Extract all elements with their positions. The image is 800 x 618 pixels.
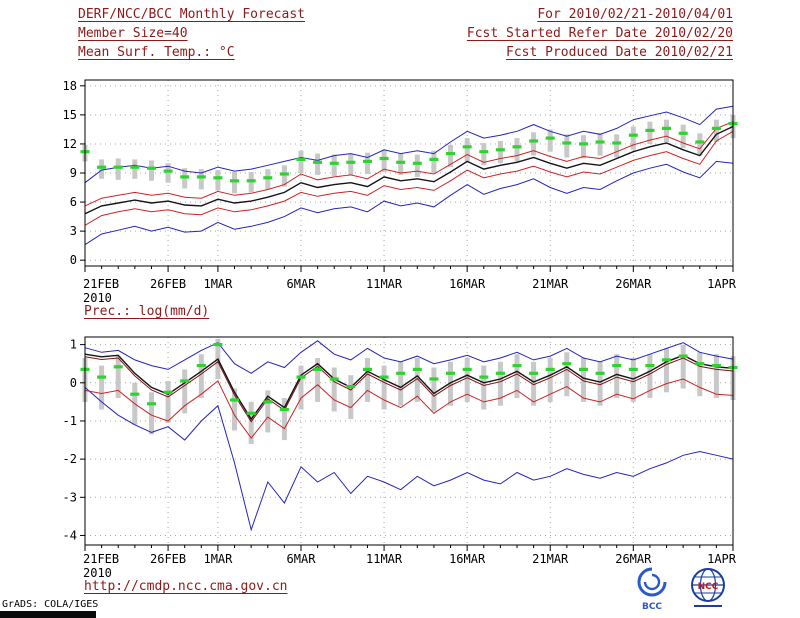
- series-ensemble-min: [84, 387, 734, 532]
- svg-text:-2: -2: [63, 452, 77, 466]
- svg-text:2010: 2010: [83, 566, 112, 580]
- ncc-logo: NCC: [691, 568, 725, 607]
- svg-text:12: 12: [63, 137, 77, 151]
- svg-text:0: 0: [70, 253, 77, 267]
- svg-text:21MAR: 21MAR: [532, 552, 569, 566]
- series-median: [84, 356, 734, 423]
- svg-text:1APR: 1APR: [707, 552, 737, 566]
- series-ensemble-max: [84, 340, 734, 374]
- svg-text:1: 1: [70, 338, 77, 352]
- refer-date-label: Fcst Started Refer Date 2010/02/20: [466, 26, 733, 41]
- svg-text:11MAR: 11MAR: [366, 277, 403, 291]
- series-ensemble-spread: [82, 338, 736, 444]
- svg-text:1MAR: 1MAR: [203, 552, 233, 566]
- plot-title: DERF/NCC/BCC Monthly Forecast: [78, 7, 305, 22]
- temp-chart-label: Mean Surf. Temp.: °C: [78, 45, 235, 60]
- svg-text:1MAR: 1MAR: [203, 277, 233, 291]
- bcc-logo: BCC: [637, 567, 667, 612]
- series-ensemble-min: [84, 160, 734, 246]
- svg-text:21FEB: 21FEB: [83, 552, 119, 566]
- svg-text:15: 15: [63, 108, 77, 122]
- header-right: For 2010/02/21-2010/04/01 Fcst Started R…: [467, 5, 733, 62]
- svg-text:18: 18: [63, 79, 77, 93]
- series-mean: [84, 353, 734, 421]
- series-minus-std: [84, 378, 734, 439]
- series-plus-std: [84, 121, 734, 207]
- gridlines: [85, 337, 733, 545]
- forecast-range-label: For 2010/02/21-2010/04/01: [537, 7, 733, 22]
- svg-text:26FEB: 26FEB: [150, 552, 186, 566]
- ncc-logo-text: NCC: [698, 582, 719, 592]
- header-left: DERF/NCC/BCC Monthly Forecast Member Siz…: [78, 5, 305, 62]
- svg-text:-4: -4: [63, 528, 77, 542]
- svg-text:21FEB: 21FEB: [83, 277, 119, 291]
- svg-text:11MAR: 11MAR: [366, 552, 403, 566]
- series-observation: [80, 343, 738, 415]
- gridlines: [85, 80, 733, 266]
- precip-chart-label: Prec.: log(mm/d): [84, 304, 210, 319]
- source-url: http://cmdp.ncc.cma.gov.cn: [84, 579, 288, 594]
- produced-date-label: Fcst Produced Date 2010/02/21: [506, 45, 733, 60]
- temperature-chart: 0 3 6 9 12 15 18 21FEB 26FEB 1MAR 6MAR 11MAR 16MAR 21…: [63, 79, 738, 305]
- svg-text:16MAR: 16MAR: [449, 277, 486, 291]
- svg-text:-3: -3: [63, 490, 77, 504]
- plot-frame: [84, 336, 734, 546]
- svg-text:26MAR: 26MAR: [615, 552, 652, 566]
- svg-text:3: 3: [70, 224, 77, 238]
- bcc-logo-text: BCC: [642, 602, 662, 612]
- svg-text:0: 0: [70, 376, 77, 390]
- series-ensemble-spread: [82, 114, 736, 194]
- svg-text:9: 9: [70, 166, 77, 180]
- svg-text:2010: 2010: [83, 291, 112, 305]
- svg-text:26MAR: 26MAR: [615, 277, 652, 291]
- axis-labels: -4 -3 -2 -1 0 1 21FEB 26FEB 1MAR 6MAR 11MAR 16MAR 21…: [63, 338, 737, 580]
- svg-text:16MAR: 16MAR: [449, 552, 486, 566]
- svg-text:21MAR: 21MAR: [532, 277, 569, 291]
- axis-labels: 0 3 6 9 12 15 18 21FEB 26FEB 1MAR 6MAR 11MAR 16MAR 21…: [63, 79, 737, 305]
- series-minus-std: [84, 130, 734, 226]
- svg-text:26FEB: 26FEB: [150, 277, 186, 291]
- svg-text:6MAR: 6MAR: [287, 277, 317, 291]
- member-size-label: Member Size=40: [78, 26, 188, 41]
- taskbar-fragment: [0, 611, 96, 618]
- grads-credit: GrADS: COLA/IGES: [2, 599, 99, 610]
- svg-text:-1: -1: [63, 414, 77, 428]
- precipitation-chart: -4 -3 -2 -1 0 1 21FEB 26FEB 1MAR 6MAR 11MAR 16MAR 21…: [63, 336, 738, 580]
- agency-logos: BCC NCC: [637, 567, 725, 612]
- svg-text:6: 6: [70, 195, 77, 209]
- svg-text:6MAR: 6MAR: [287, 552, 317, 566]
- series-ensemble-max: [84, 105, 734, 184]
- series-mean: [84, 125, 734, 215]
- svg-text:1APR: 1APR: [707, 277, 737, 291]
